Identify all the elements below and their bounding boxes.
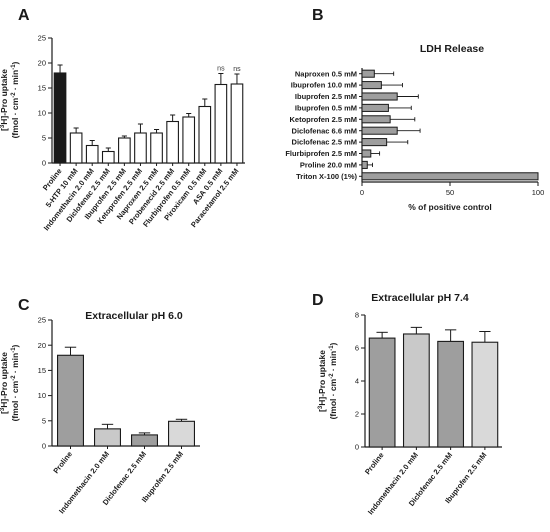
panel-c: C Extracellular pH 6.0 0 5 10 15 20 25 Proline… [0,297,200,515]
y-tick-label: 10 [38,391,46,400]
y-axis-label-sup: -2 [11,92,17,98]
y-axis-label: [3H]-Pro uptake(fmol · cm-2 · min-1) [0,61,20,138]
bar [101,150,115,164]
chart-title: Extracellular pH 7.4 [371,292,469,304]
significance-label: ns [217,66,225,73]
y-axis-label-sup: -2 [329,373,335,379]
y-tick-label: 5 [42,416,46,425]
bar [150,132,163,164]
y-tick-label: 15 [38,366,46,375]
bar [131,434,159,447]
bar [56,354,84,447]
y-axis-label-sup: -2 [11,375,17,381]
bar [361,126,398,135]
y-axis-label-sup: -1 [329,345,335,351]
y-axis-label: [3H]-Pro uptake(fmol · cm-2 · min-1) [0,344,20,421]
y-tick-label: 6 [355,344,359,353]
y-tick-label: Flurbiprofen 2.5 mM [285,149,357,158]
x-axis-label: % of positive control [408,202,492,212]
chart-title: LDH Release [420,43,484,55]
bar [134,132,147,164]
y-tick-label: 25 [38,34,46,43]
y-tick-label: Ketoprofen 2.5 mM [289,115,357,124]
y-axis-label: [3H]-Pro uptake(fmol · cm-2 · min-1) [317,342,338,419]
y-tick-label: 20 [38,59,46,68]
bar [198,105,212,164]
bar [471,341,499,448]
bar [182,116,196,164]
y-axis-label-line: [3H]-Pro uptake [0,352,9,414]
y-tick-label: Ibuprofen 10.0 mM [291,81,357,90]
y-axis-label-line: (fmol · cm-2 · min-1) [10,344,20,421]
bar [118,137,131,164]
y-axis-label-line: (fmol · cm-2 · min-1) [328,342,338,419]
significance-label: ns [233,66,241,73]
x-tick-label: Proline [363,451,386,477]
bar [361,138,388,147]
x-tick-label: Ibuprofen 2.5 mM [140,450,185,504]
y-tick-label: Triton X-100 (1%) [296,172,357,181]
y-tick-label: 4 [355,377,359,386]
y-axis-label-line: (fmol · cm-2 · min-1) [10,61,20,138]
bar [361,149,372,158]
y-tick-label: 0 [355,443,359,452]
y-axis-label-sup: -1 [11,64,17,70]
bar [437,340,465,448]
y-tick-label: Proline 20.0 mM [300,161,357,170]
x-tick-label: 100 [532,188,545,197]
y-axis-label-sup: 3 [0,407,6,411]
y-tick-label: Diclofenac 6.6 mM [292,126,357,135]
y-tick-label: 8 [355,311,359,320]
bar [230,83,244,164]
bar [166,120,179,164]
y-axis-label-line: [3H]-Pro uptake [317,350,327,412]
panel-b: B LDH Release 0 50 100 Naproxen 0.5 mM Ibupr… [285,7,544,212]
y-tick-label: 15 [38,84,46,93]
panel-d: D Extracellular pH 7.4 02468ProlineIndom… [312,292,502,516]
bar [361,69,375,78]
bar [361,103,389,112]
x-tick-label: Proline [51,450,74,476]
bar [361,92,398,101]
panel-letter-b: B [312,7,324,24]
bar [361,160,368,169]
y-axis-label-line: [3H]-Pro uptake [0,69,9,131]
y-tick-label: 0 [42,442,46,451]
y-tick-label: Ibuprofen 2.5 mM [295,92,357,101]
y-tick-label: 5 [42,134,46,143]
y-tick-label: Ibuprofen 0.5 mM [295,104,357,113]
y-tick-label: 2 [355,410,359,419]
bar [361,81,382,90]
y-tick-label: 0 [42,159,46,168]
bar [368,337,396,448]
y-tick-label: 20 [38,341,46,350]
y-axis-label-sup: -1 [11,347,17,353]
bar [361,115,391,124]
y-axis-label-sup: 3 [0,124,6,128]
bar [53,72,67,164]
y-tick-label: 10 [38,109,46,118]
y-tick-label: Diclofenac 2.5 mM [292,138,357,147]
chart-title: Extracellular pH 6.0 [85,310,183,322]
bar [402,333,430,448]
panel-letter-c: C [18,297,30,314]
panel-letter-a: A [18,7,30,24]
y-axis-label-sup: 3 [318,405,324,409]
bar [85,144,99,164]
y-tick-label: Naproxen 0.5 mM [295,69,357,78]
panel-letter-d: D [312,292,324,309]
bar [94,428,122,447]
x-tick-label: 50 [446,188,454,197]
bar [214,83,228,164]
y-tick-label: 25 [38,316,46,325]
bar [361,172,539,181]
x-tick-label: 0 [360,188,364,197]
bar [69,132,83,164]
bar [168,420,196,447]
